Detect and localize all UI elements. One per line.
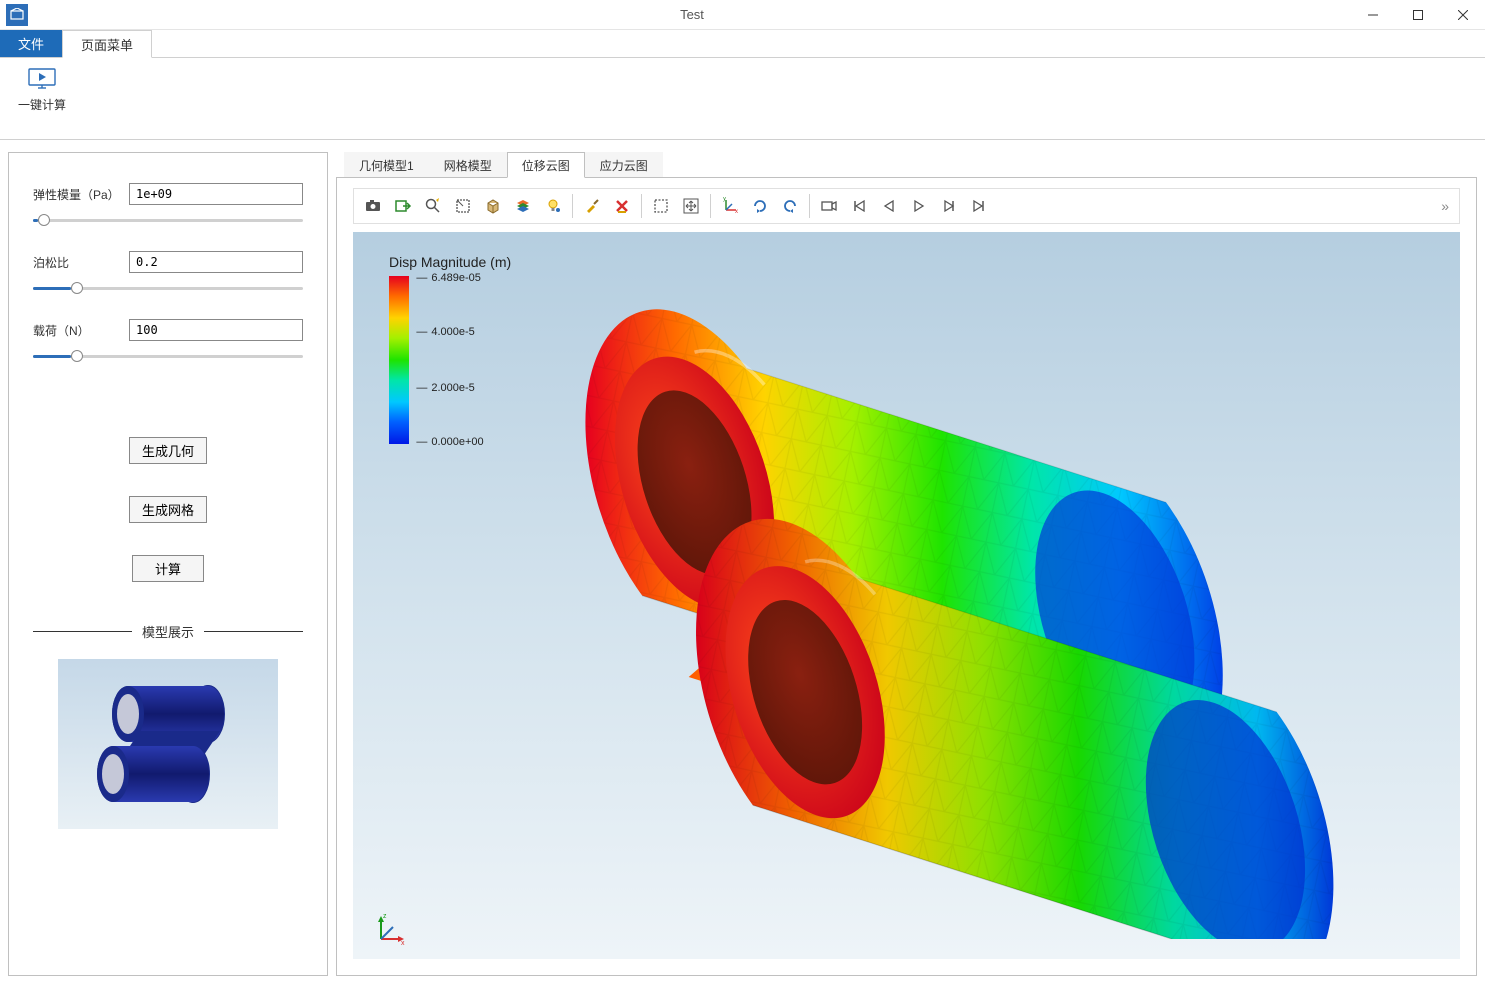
viewer-toolbar: yx » [353,188,1460,224]
skip-first-icon[interactable] [844,191,874,221]
step-back-icon[interactable] [874,191,904,221]
rotate-ccw-icon[interactable] [775,191,805,221]
tab-mesh[interactable]: 网格模型 [429,152,507,178]
svg-text:x: x [735,209,738,215]
axes-icon[interactable]: yx [715,191,745,221]
poisson-ratio-input[interactable] [129,251,303,273]
play-icon[interactable] [904,191,934,221]
toolbar-separator [710,194,711,218]
lightbulb-icon[interactable] [538,191,568,221]
parameters-panel: 弹性模量（Pa） 泊松比 载荷（N） [8,152,328,976]
axis-widget[interactable]: z x [373,911,409,947]
generate-mesh-button[interactable]: 生成网格 [129,496,207,523]
elastic-modulus-input[interactable] [129,183,303,205]
brush-icon[interactable] [577,191,607,221]
minimize-button[interactable] [1350,0,1395,30]
svg-text:y: y [723,197,726,202]
model-display-label: 模型展示 [142,622,194,641]
toolbar-separator [572,194,573,218]
zoom-icon[interactable] [418,191,448,221]
toolbar-separator [809,194,810,218]
move-arrows-icon[interactable] [676,191,706,221]
load-label: 载荷（N） [33,322,129,339]
step-forward-icon[interactable] [934,191,964,221]
select-box-icon[interactable] [448,191,478,221]
svg-text:z: z [383,913,387,920]
generate-geometry-button[interactable]: 生成几何 [129,437,207,464]
marquee-icon[interactable] [646,191,676,221]
3d-canvas[interactable]: Disp Magnitude (m) [353,232,1460,959]
close-button[interactable] [1440,0,1485,30]
ribbon-compute-label: 一键计算 [18,96,66,113]
window-title: Test [34,7,1350,22]
export-icon[interactable] [388,191,418,221]
delete-icon[interactable] [607,191,637,221]
tab-stress[interactable]: 应力云图 [585,152,663,178]
legend-gradient-bar [389,276,409,444]
camera-icon[interactable] [358,191,388,221]
viewer-panel: yx » Disp Magnitude (m) [336,177,1477,976]
poisson-ratio-slider[interactable] [33,279,303,297]
elastic-modulus-slider[interactable] [33,211,303,229]
fea-model-render [473,287,1440,939]
rotate-cw-icon[interactable] [745,191,775,221]
movie-icon[interactable] [814,191,844,221]
menu-page[interactable]: 页面菜单 [62,30,152,58]
maximize-button[interactable] [1395,0,1440,30]
load-slider[interactable] [33,347,303,365]
toolbar-separator [641,194,642,218]
view-tabs: 几何模型1 网格模型 位移云图 应力云图 [336,152,1477,178]
legend-mid-hi: 4.000e-5 [416,326,474,338]
tab-displacement[interactable]: 位移云图 [507,152,585,178]
model-preview [58,659,278,829]
play-monitor-icon [26,66,58,92]
skip-last-icon[interactable] [964,191,994,221]
legend-mid-lo: 2.000e-5 [416,382,474,394]
tab-geometry[interactable]: 几何模型1 [344,152,429,178]
legend-title: Disp Magnitude (m) [389,254,511,270]
elastic-modulus-label: 弹性模量（Pa） [33,186,129,203]
calculate-button[interactable]: 计算 [132,555,204,582]
svg-text:x: x [401,940,405,947]
poisson-ratio-label: 泊松比 [33,254,129,271]
view-cube-icon[interactable] [478,191,508,221]
layers-icon[interactable] [508,191,538,221]
toolbar-overflow-icon[interactable]: » [1435,198,1455,214]
load-input[interactable] [129,319,303,341]
divider-line [33,631,132,632]
ribbon-compute-all[interactable]: 一键计算 [8,62,76,135]
legend-max: 6.489e-05 [416,272,481,284]
app-icon [6,4,28,26]
divider-line [204,631,303,632]
menu-file[interactable]: 文件 [0,30,62,57]
